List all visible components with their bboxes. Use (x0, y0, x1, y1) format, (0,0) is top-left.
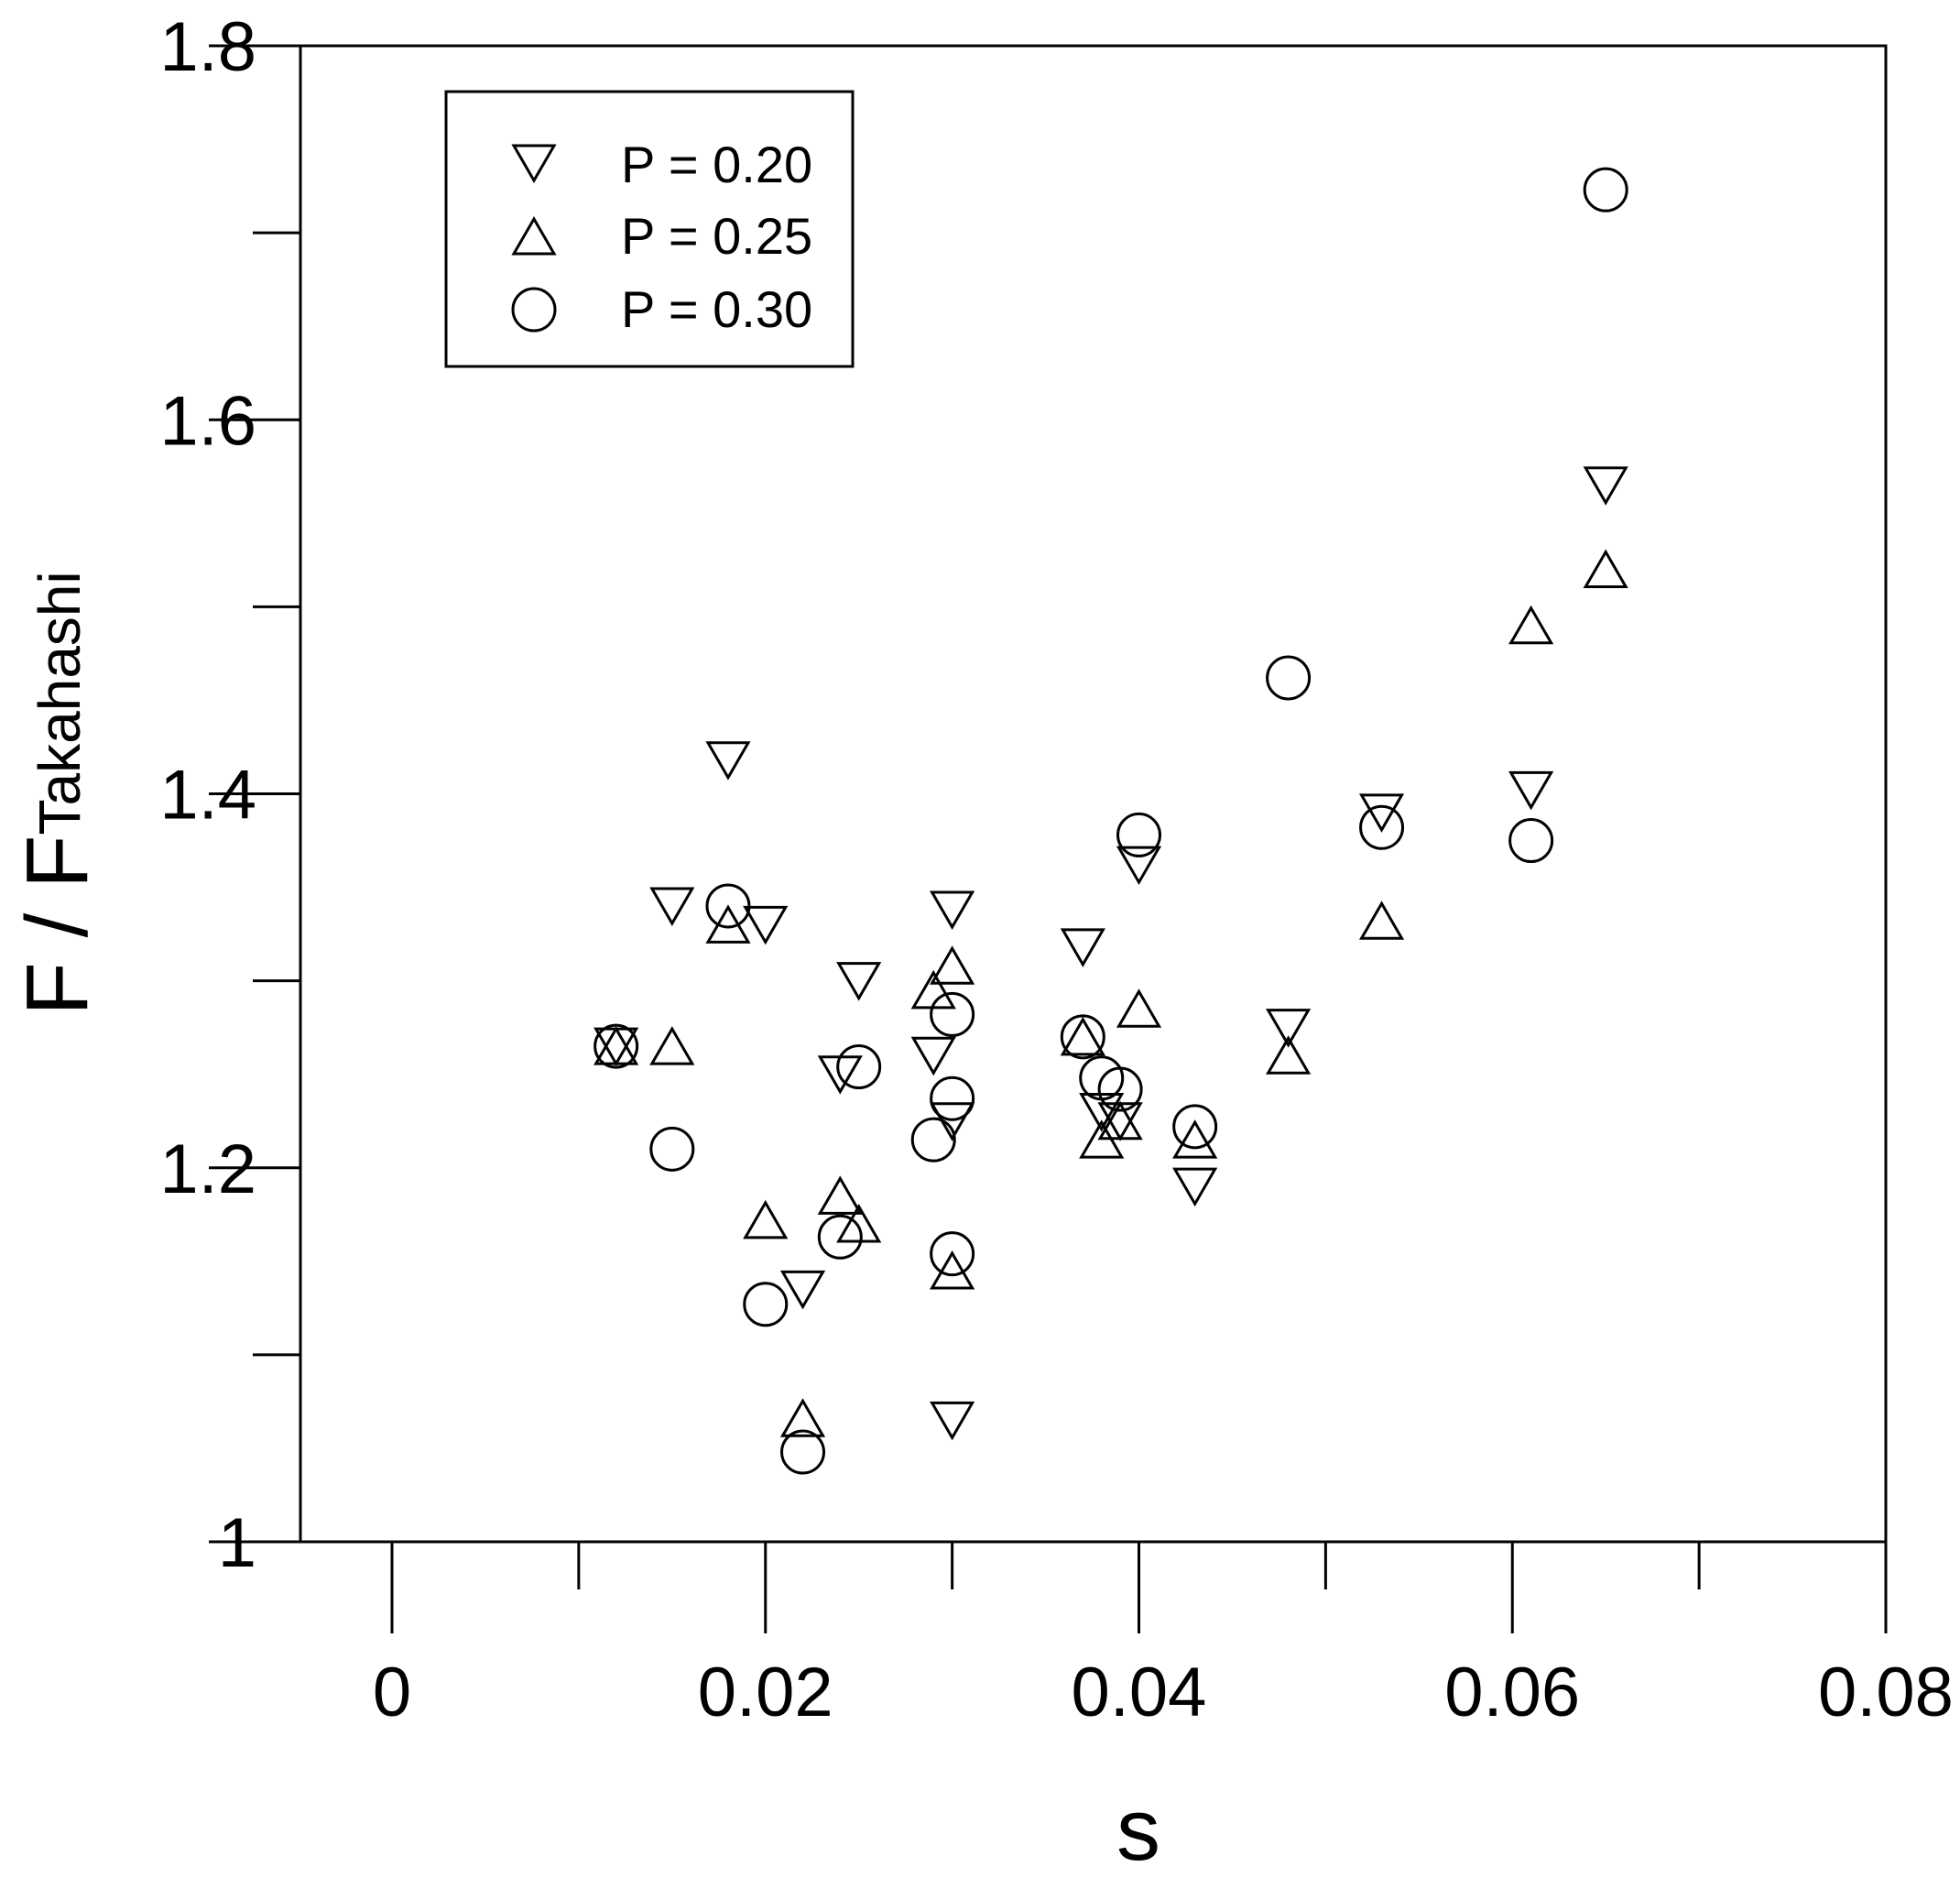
legend: P = 0.20 P = 0.25 P = 0.30 (444, 90, 855, 368)
data-markers (593, 167, 1628, 1475)
triangle-down-marker (705, 741, 751, 781)
triangle-down-marker (1508, 770, 1554, 811)
triangle-down-marker (836, 962, 882, 1001)
circle-marker (930, 991, 975, 1037)
legend-triangle-up-icon (511, 216, 557, 256)
circle-marker (1116, 812, 1161, 857)
legend-circle-icon (511, 287, 557, 333)
triangle-up-marker (1172, 1119, 1218, 1159)
triangle-up-marker (1265, 1035, 1312, 1075)
circle-marker (910, 1117, 956, 1163)
circle-marker (930, 1231, 975, 1277)
triangle-up-marker (779, 1398, 826, 1437)
y-tick-label: 1.4 (159, 757, 256, 835)
legend-symbols (511, 144, 557, 333)
triangle-down-marker (779, 1270, 826, 1310)
triangle-down-marker (743, 905, 789, 945)
circle-marker (817, 1214, 863, 1260)
triangle-down-marker (1583, 466, 1628, 506)
legend-label-p020: P = 0.20 (621, 136, 812, 193)
triangle-up-marker (930, 945, 975, 985)
circle-marker (930, 1075, 975, 1121)
circle-marker (1266, 655, 1312, 701)
x-axis-ticks (390, 1540, 1888, 1633)
triangle-up-marker (1060, 1016, 1105, 1056)
legend-triangle-down-icon (511, 144, 557, 183)
triangle-down-marker (930, 890, 975, 931)
triangle-up-marker (1508, 605, 1554, 645)
triangle-up-marker (836, 1203, 882, 1243)
circle-marker (1097, 1066, 1143, 1112)
circle-marker (836, 1044, 882, 1090)
x-tick-label: 0.08 (1818, 1654, 1954, 1731)
triangle-up-marker (743, 1199, 789, 1239)
y-axis-title-subscript: Takahashi (27, 571, 93, 835)
x-tick-label: 0.02 (698, 1654, 833, 1731)
triangle-up-marker (817, 1175, 863, 1215)
y-axis-ticks (209, 44, 302, 1544)
triangle-down-marker (1116, 846, 1162, 886)
y-tick-label: 1 (218, 1504, 256, 1582)
triangle-down-marker (910, 1036, 956, 1076)
triangle-up-marker (593, 1026, 639, 1065)
y-axis-title: F / FTakahashi (8, 571, 106, 1015)
y-axis-title-main: F / F (8, 835, 106, 1015)
y-tick-label: 1.8 (159, 8, 256, 86)
x-axis-tick-labels: 0 0.02 0.04 0.06 0.08 (373, 1654, 1954, 1731)
triangle-up-marker (930, 1250, 975, 1290)
triangle-down-marker (1265, 1009, 1312, 1048)
circle-marker (1359, 804, 1405, 850)
legend-label-p025: P = 0.25 (621, 207, 812, 265)
triangle-down-marker (1079, 1093, 1125, 1132)
x-axis-title: s (1116, 1781, 1160, 1878)
circle-marker (1172, 1104, 1218, 1150)
triangle-down-marker (930, 1401, 975, 1441)
y-axis-title-group: F / FTakahashi (8, 571, 106, 1015)
circle-marker (649, 1126, 695, 1172)
y-tick-label: 1.6 (159, 382, 256, 460)
x-tick-label: 0.06 (1444, 1654, 1580, 1731)
triangle-down-marker (593, 1027, 639, 1067)
circle-marker (1508, 818, 1554, 864)
triangle-up-marker (1583, 549, 1628, 589)
circle-marker (1583, 167, 1628, 213)
triangle-down-marker (1172, 1167, 1218, 1207)
y-tick-label: 1.2 (159, 1130, 256, 1208)
circle-marker (1060, 1014, 1105, 1060)
circle-marker (780, 1429, 826, 1475)
triangle-down-marker (649, 887, 695, 926)
circle-marker (705, 883, 751, 929)
triangle-up-marker (1358, 901, 1405, 940)
y-axis-tick-labels: 1 1.2 1.4 1.6 1.8 (159, 8, 256, 1582)
triangle-up-marker (649, 1026, 695, 1065)
triangle-up-marker (705, 904, 751, 944)
x-tick-label: 0 (373, 1654, 411, 1731)
legend-box (444, 90, 855, 368)
circle-marker (593, 1023, 639, 1069)
circle-marker (743, 1282, 789, 1327)
legend-label-p030: P = 0.30 (621, 280, 812, 338)
x-tick-label: 0.04 (1072, 1654, 1207, 1731)
triangle-up-marker (1116, 988, 1162, 1028)
triangle-down-marker (1358, 793, 1405, 833)
triangle-down-marker (1060, 928, 1105, 967)
triangle-up-marker (1097, 1100, 1143, 1141)
